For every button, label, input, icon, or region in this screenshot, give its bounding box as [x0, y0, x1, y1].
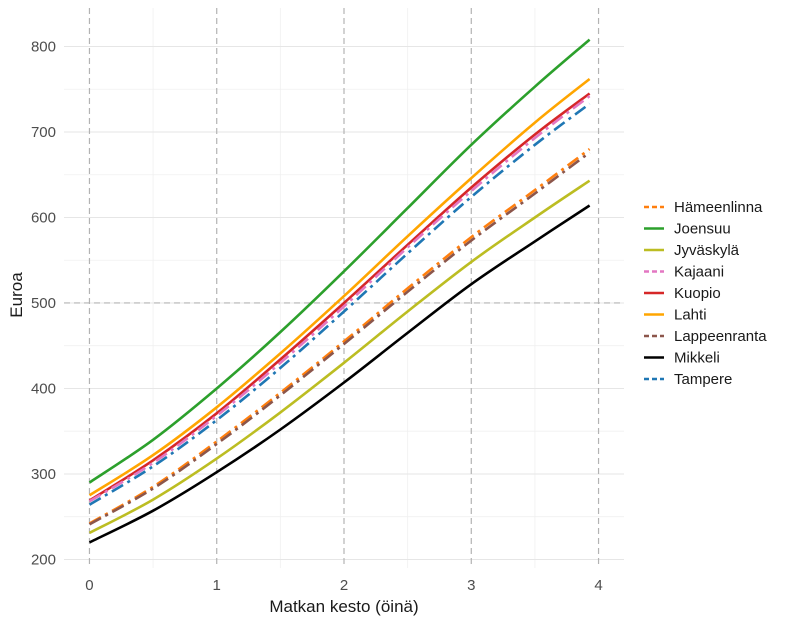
x-tick-label: 2	[340, 577, 348, 594]
series-line	[88, 95, 591, 503]
series-line	[88, 148, 591, 525]
legend-label: Lahti	[674, 307, 707, 324]
x-tick-label: 1	[213, 577, 221, 594]
y-tick-label: 700	[31, 124, 56, 141]
legend-label: Hämeenlinna	[674, 199, 763, 216]
series-line	[88, 92, 591, 502]
x-tick-label: 0	[85, 577, 93, 594]
series-line	[88, 77, 591, 497]
x-axis: 0 1 2 3 4	[85, 577, 602, 594]
legend-label: Tampere	[674, 371, 732, 388]
legend-label: Lappeenranta	[674, 328, 767, 345]
y-axis: 200 300 400 500 600 700 800	[31, 38, 56, 568]
x-axis-title: Matkan kesto (öinä)	[269, 597, 418, 616]
legend-label: Kuopio	[674, 285, 721, 302]
y-tick-label: 800	[31, 38, 56, 55]
series-line	[88, 102, 591, 506]
series-line	[88, 179, 591, 535]
series-line	[88, 204, 591, 544]
y-axis-title: Euroa	[7, 272, 26, 318]
series-layer	[88, 38, 591, 544]
y-tick-label: 300	[31, 466, 56, 483]
x-tick-label: 4	[594, 577, 602, 594]
legend-label: Mikkeli	[674, 350, 720, 367]
x-tick-label: 3	[467, 577, 475, 594]
reference-lines	[64, 8, 624, 568]
y-tick-label: 500	[31, 295, 56, 312]
y-tick-label: 200	[31, 551, 56, 568]
legend-label: Kajaani	[674, 264, 724, 281]
legend-label: Jyväskylä	[674, 242, 740, 259]
y-tick-label: 600	[31, 209, 56, 226]
series-line	[88, 151, 591, 526]
y-tick-label: 400	[31, 380, 56, 397]
legend-label: Joensuu	[674, 221, 731, 238]
legend: Hämeenlinna Joensuu Jyväskylä Kajaani Kuopio…	[644, 199, 767, 388]
series-line	[88, 38, 591, 484]
